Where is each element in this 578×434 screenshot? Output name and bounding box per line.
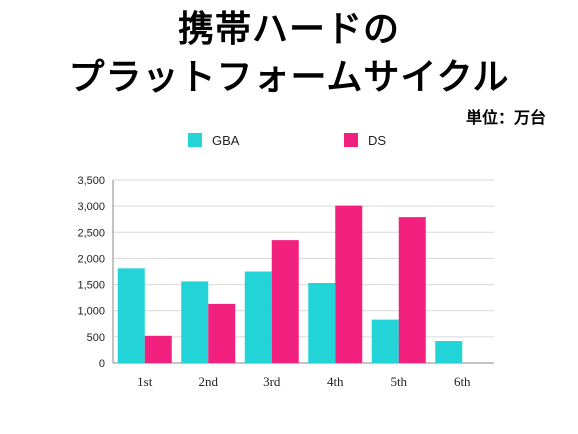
y-tick-label: 2,500 — [77, 227, 105, 239]
y-tick-label: 1,000 — [77, 306, 105, 318]
bar-gba-5th — [371, 319, 399, 363]
bar-ds-2nd — [208, 303, 236, 363]
legend: GBA DS — [188, 133, 386, 148]
legend-swatch-gba — [188, 133, 202, 147]
x-tick-label: 4th — [327, 374, 344, 389]
bar-gba-6th — [435, 341, 463, 363]
bar-gba-2nd — [181, 281, 209, 363]
y-tick-label: 500 — [87, 332, 105, 344]
legend-label-ds: DS — [368, 133, 386, 148]
y-tick-label: 1,500 — [77, 280, 105, 292]
y-axis: 0 500 1,000 1,500 2,000 2,500 3,000 3,500 — [77, 175, 114, 370]
x-tick-label: 1st — [137, 374, 153, 389]
x-tick-label: 2nd — [199, 374, 219, 389]
bar-ds-4th — [335, 205, 363, 363]
y-tick-label: 3,500 — [77, 175, 105, 187]
x-tick-label: 6th — [454, 374, 471, 389]
legend-swatch-ds — [344, 133, 358, 147]
x-axis: 1st 2nd 3rd 4th 5th 6th — [137, 374, 471, 389]
bars — [117, 205, 463, 363]
bar-ds-1st — [144, 335, 172, 363]
x-tick-label: 3rd — [263, 374, 281, 389]
y-tick-label: 2,000 — [77, 253, 105, 265]
bar-ds-3rd — [271, 240, 299, 363]
bar-gba-4th — [308, 283, 336, 363]
bar-gba-3rd — [244, 271, 272, 363]
legend-label-gba: GBA — [212, 133, 240, 148]
gridlines — [113, 179, 494, 364]
y-tick-label: 0 — [99, 358, 105, 370]
x-tick-label: 5th — [390, 374, 407, 389]
unit-note: 単位：万台 — [465, 108, 546, 127]
chart-title-line-2: プラットフォームサイクル — [68, 57, 510, 98]
y-tick-label: 3,000 — [77, 201, 105, 213]
chart-title-line-1: 携帯ハードの — [177, 9, 400, 50]
bar-ds-5th — [398, 217, 426, 363]
bar-gba-1st — [117, 268, 145, 363]
